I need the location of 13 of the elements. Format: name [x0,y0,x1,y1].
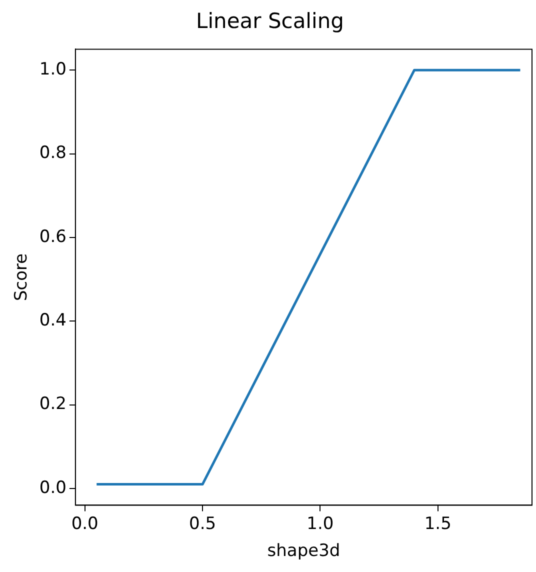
y-tick-label: 1.0 [39,60,66,80]
y-tick-label: 0.8 [39,143,66,164]
y-axis-title: Score [12,253,32,302]
x-tick-label: 0.0 [71,514,98,534]
x-tick-label: 0.5 [188,514,216,534]
y-tick-label: 0.2 [39,394,66,414]
chart-title: Linear Scaling [196,9,344,34]
x-axis-title: shape3d [267,541,340,562]
x-tick-label: 1.5 [424,514,452,534]
y-tick-label: 0.6 [39,226,66,247]
y-tick-label: 0.4 [39,310,66,331]
y-tick-label: 0.0 [39,478,66,498]
x-tick-label: 1.0 [306,514,334,534]
